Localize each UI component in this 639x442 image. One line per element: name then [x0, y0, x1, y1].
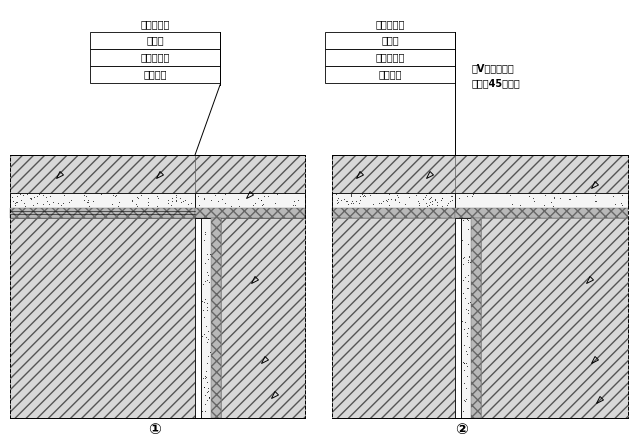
Bar: [195, 218, 201, 418]
Bar: [90, 49, 220, 66]
Bar: [481, 218, 628, 418]
Bar: [332, 208, 455, 218]
Text: ②: ②: [456, 423, 468, 438]
Bar: [455, 155, 628, 193]
Bar: [90, 66, 220, 83]
Bar: [455, 218, 461, 418]
Bar: [325, 49, 455, 66]
Text: 石材粘合剂: 石材粘合剂: [375, 53, 404, 62]
Text: 石材墙面: 石材墙面: [143, 69, 167, 80]
Bar: [332, 218, 455, 418]
Text: 阴角处45度对角: 阴角处45度对角: [472, 78, 521, 88]
Text: ①: ①: [148, 423, 162, 438]
Bar: [195, 208, 305, 218]
Bar: [455, 193, 628, 208]
Text: 找平层: 找平层: [146, 35, 164, 46]
Bar: [10, 218, 195, 418]
Bar: [195, 155, 305, 193]
Bar: [471, 218, 481, 418]
Bar: [10, 208, 195, 218]
Bar: [332, 155, 628, 418]
Text: 建筑结构层: 建筑结构层: [375, 19, 404, 29]
Bar: [10, 193, 195, 208]
Bar: [10, 155, 305, 418]
Text: 石材粘合剂: 石材粘合剂: [141, 53, 170, 62]
Text: 找平层: 找平层: [381, 35, 399, 46]
Bar: [332, 193, 455, 208]
Bar: [195, 208, 305, 218]
Text: 石材墙面: 石材墙面: [378, 69, 402, 80]
Bar: [10, 155, 195, 193]
Bar: [10, 208, 195, 218]
Bar: [332, 155, 455, 193]
Bar: [325, 66, 455, 83]
Bar: [90, 32, 220, 49]
Bar: [195, 193, 305, 208]
Bar: [211, 218, 221, 418]
Bar: [201, 218, 211, 418]
Text: 建筑结构层: 建筑结构层: [141, 19, 170, 29]
Text: 留V字槽、凹槽: 留V字槽、凹槽: [472, 63, 515, 73]
Bar: [325, 32, 455, 49]
Bar: [461, 218, 471, 418]
Bar: [455, 208, 628, 218]
Bar: [221, 218, 305, 418]
